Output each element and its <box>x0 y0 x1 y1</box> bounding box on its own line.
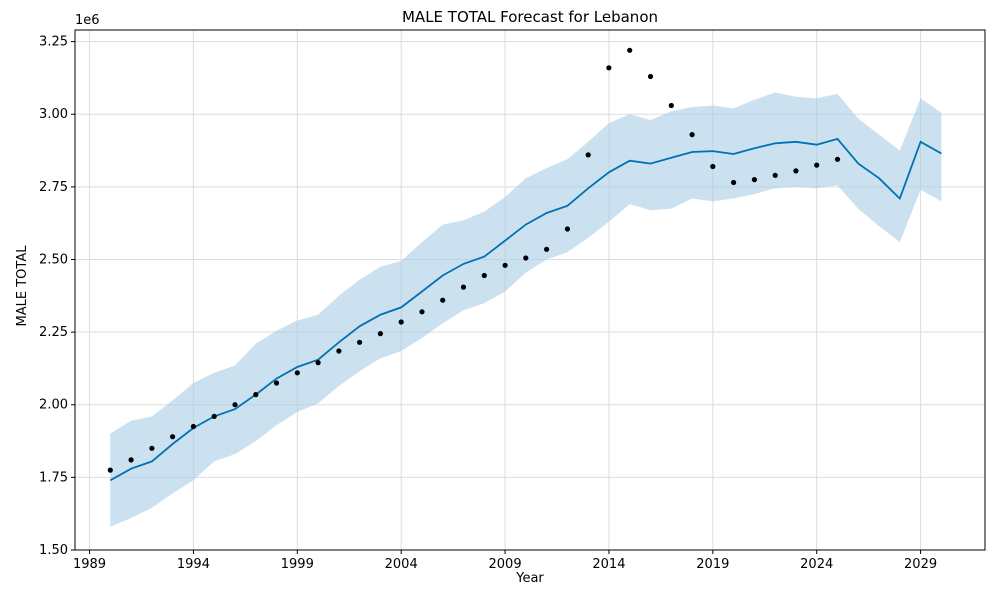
observed-point <box>751 177 758 183</box>
observed-point <box>273 380 280 386</box>
observed-point <box>606 65 612 71</box>
observed-point <box>502 262 508 268</box>
observed-point <box>232 402 238 408</box>
interval-band-layer <box>110 92 942 527</box>
observed-point <box>315 360 321 366</box>
observed-point <box>440 297 446 303</box>
chart-title: MALE TOTAL Forecast for Lebanon <box>402 8 658 26</box>
x-tick-label: 2014 <box>592 557 625 572</box>
observed-point <box>627 47 633 53</box>
observed-point <box>336 348 342 354</box>
observed-point <box>211 413 217 419</box>
observed-point <box>481 272 487 279</box>
observed-point <box>793 168 799 174</box>
y-axis-label: MALE TOTAL <box>15 245 30 327</box>
y-tick-label: 1.75 <box>39 470 68 485</box>
observed-point <box>668 102 674 109</box>
observed-point <box>294 370 300 376</box>
observed-point <box>128 457 134 463</box>
observed-point <box>647 73 654 80</box>
observed-point <box>357 339 363 345</box>
observed-point <box>564 226 571 232</box>
observed-point <box>731 179 737 186</box>
observed-point <box>523 255 529 261</box>
observed-point <box>460 284 467 290</box>
x-tick-label: 2004 <box>385 557 418 572</box>
plot-frame <box>74 29 986 551</box>
forecast-line <box>109 137 942 482</box>
observed-point <box>585 152 591 158</box>
y-tick-label: 2.25 <box>39 325 68 340</box>
observed-point <box>689 132 695 138</box>
x-axis-ticks: 1989 1994 1999 2004 2009 2014 2019 2024 2029 <box>73 550 937 572</box>
y-tick-label: 3.00 <box>39 107 68 122</box>
y-tick-label: 2.75 <box>39 180 68 195</box>
observed-point <box>772 172 778 178</box>
x-tick-label: 1989 <box>73 557 106 572</box>
x-tick-label: 1994 <box>177 557 210 572</box>
observed-points-layer <box>107 47 841 473</box>
forecast-line-layer <box>109 137 942 482</box>
observed-point <box>253 392 259 398</box>
y-tick-label: 2.00 <box>39 398 68 413</box>
x-axis-label: Year <box>515 571 544 586</box>
x-tick-label: 2019 <box>696 557 729 572</box>
y-axis-offset-label: 1e6 <box>75 13 100 28</box>
y-tick-label: 1.50 <box>39 543 68 558</box>
observed-point <box>149 445 155 451</box>
x-tick-label: 2009 <box>489 557 522 572</box>
observed-point <box>419 309 425 315</box>
x-tick-label: 2029 <box>904 557 937 572</box>
y-tick-label: 2.50 <box>39 252 68 267</box>
y-tick-label: 3.25 <box>39 35 68 50</box>
observed-point <box>170 434 176 440</box>
y-axis-ticks: 1.50 1.75 2.00 2.25 2.50 2.75 3.00 3.25 <box>39 35 75 558</box>
observed-point <box>710 163 716 170</box>
observed-point <box>398 319 404 325</box>
observed-point <box>107 467 113 473</box>
observed-point <box>544 246 550 252</box>
observed-point <box>834 156 841 162</box>
x-tick-label: 2024 <box>800 557 833 572</box>
observed-point <box>190 423 196 430</box>
uncertainty-interval-band <box>110 92 942 527</box>
x-tick-label: 1999 <box>281 557 314 572</box>
observed-point <box>814 162 820 168</box>
observed-point <box>377 331 383 337</box>
